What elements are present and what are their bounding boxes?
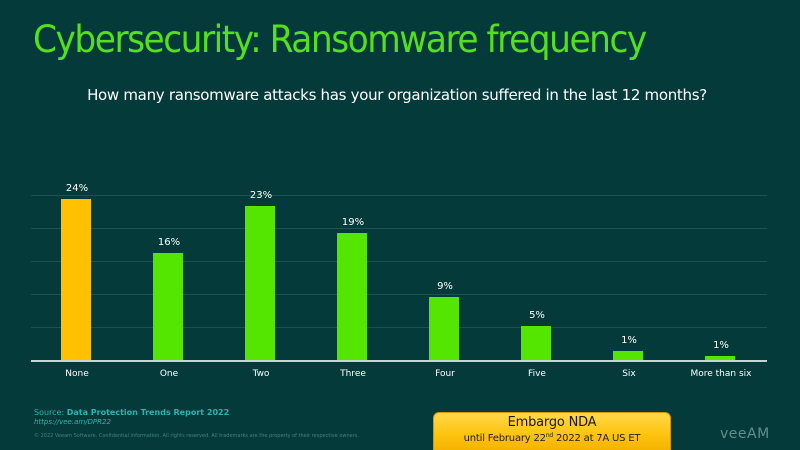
x-axis-category-label: Two <box>252 369 270 379</box>
gridline <box>31 228 767 229</box>
source-name: Data Protection Trends Report 2022 <box>66 408 230 417</box>
bar-six <box>613 351 643 360</box>
bar-two <box>245 206 275 360</box>
x-axis-category-label: One <box>159 369 179 379</box>
gridline <box>31 195 767 196</box>
bar-more-than-six <box>705 356 735 360</box>
bar-none <box>61 199 91 360</box>
gridline <box>31 327 767 328</box>
embargo-date: until February 22nd 2022 at 7A US ET <box>434 432 670 444</box>
x-axis-category-label: None <box>65 369 89 379</box>
x-axis-category-label: Five <box>528 369 546 379</box>
x-axis-category-label: Four <box>435 369 455 379</box>
bar-value-label: 1% <box>621 335 637 346</box>
embargo-banner: Embargo NDA until February 22nd 2022 at … <box>433 412 671 450</box>
bar-value-label: 9% <box>437 281 453 292</box>
embargo-date-text: until February 22 <box>463 433 546 444</box>
bar-four <box>429 297 459 360</box>
source-link[interactable]: https://vee.am/DPR22 <box>34 418 111 426</box>
embargo-date-ordinal: nd <box>545 432 554 439</box>
bar-one <box>153 253 183 360</box>
chart-question: How many ransomware attacks has your org… <box>87 86 707 104</box>
x-axis-category-label: More than six <box>690 369 752 379</box>
bar-three <box>337 233 367 360</box>
bar-value-label: 24% <box>65 183 89 194</box>
x-axis-category-label: Three <box>340 369 366 379</box>
bar-value-label: 16% <box>157 237 181 248</box>
gridline <box>31 294 767 295</box>
source-prefix: Source: <box>34 408 67 417</box>
copyright-notice: © 2022 Veeam Software. Confidential info… <box>34 433 359 439</box>
source-citation: Source: Data Protection Trends Report 20… <box>34 408 229 417</box>
slide-title: Cybersecurity: Ransomware frequency <box>33 18 647 61</box>
veeam-logo: veeAM <box>720 426 770 442</box>
gridline <box>31 261 767 262</box>
bar-value-label: 23% <box>249 190 273 201</box>
bar-chart: 24% None 16% One 23% Two 19% Three 9% Four 5% Five 1… <box>31 183 767 379</box>
bar-value-label: 19% <box>341 217 365 228</box>
bar-five <box>521 326 551 360</box>
embargo-title: Embargo NDA <box>507 415 597 430</box>
x-axis-category-label: Six <box>622 369 636 379</box>
bar-value-label: 1% <box>713 340 729 351</box>
bar-value-label: 5% <box>529 310 545 321</box>
x-axis-line <box>31 360 767 362</box>
embargo-date-time: 2022 at 7A US ET <box>553 433 641 444</box>
